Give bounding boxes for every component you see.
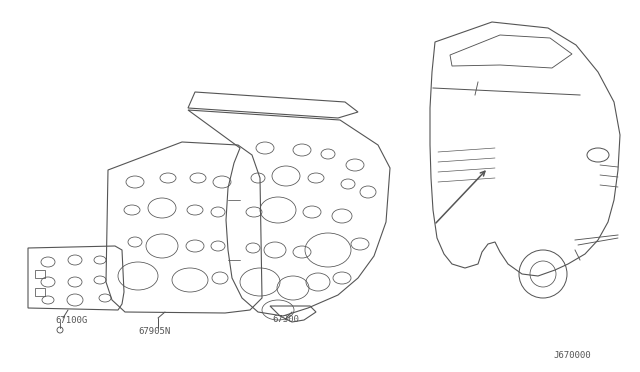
Text: J670000: J670000: [553, 351, 591, 360]
Text: 67905N: 67905N: [138, 327, 170, 336]
Bar: [35, 288, 45, 296]
Text: 67300: 67300: [272, 315, 299, 324]
Text: 67100G: 67100G: [55, 316, 87, 325]
Bar: [35, 270, 45, 278]
